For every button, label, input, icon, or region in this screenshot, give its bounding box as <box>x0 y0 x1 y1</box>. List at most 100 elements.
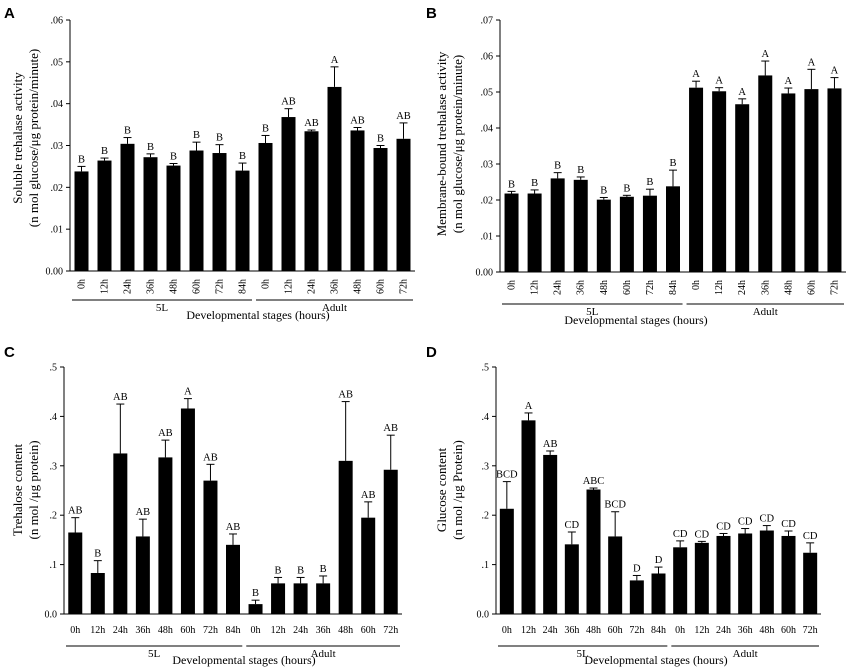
significance-letter: B <box>216 133 223 144</box>
y-tick-label: .4 <box>482 412 490 423</box>
x-tick-label: 0h <box>691 280 702 290</box>
bar <box>586 489 601 614</box>
bar <box>68 532 83 614</box>
y-tick-label: 0.00 <box>476 268 494 279</box>
significance-letter: AB <box>350 116 365 127</box>
x-tick-label: 60h <box>806 280 817 295</box>
significance-letter: CD <box>781 519 796 530</box>
x-axis-label: Developmental stages (hours) <box>584 653 727 667</box>
y-tick-label: .1 <box>50 560 58 571</box>
significance-letter: B <box>94 549 101 560</box>
x-tick-label: 48h <box>353 279 364 294</box>
significance-letter: B <box>124 126 131 137</box>
x-axis-label: Developmental stages (hours) <box>564 313 707 327</box>
bar <box>673 547 688 614</box>
x-tick-label: 60h <box>180 625 195 636</box>
bar <box>550 178 565 272</box>
x-tick-label: 12h <box>100 279 111 294</box>
panel-a: A Soluble trehalase activity (n mol gluc… <box>4 5 415 322</box>
significance-letter: AB <box>113 392 128 403</box>
bar <box>712 91 727 272</box>
x-tick-label: 24h <box>553 280 564 295</box>
group-label: Adult <box>311 648 336 660</box>
significance-letter: CD <box>803 531 818 542</box>
bar <box>316 583 331 614</box>
bar <box>304 131 319 271</box>
significance-letter: A <box>831 66 839 77</box>
significance-letter: B <box>275 565 282 576</box>
x-tick-label: 24h <box>737 280 748 295</box>
significance-letter: B <box>320 564 327 575</box>
x-tick-label: 72h <box>383 625 398 636</box>
significance-letter: B <box>508 179 515 190</box>
y-axis-label-line2: (n mol glucose/μg protein/minute) <box>26 49 41 227</box>
bar <box>694 542 709 614</box>
x-tick-label: 60h <box>622 280 633 295</box>
x-tick-label: 24h <box>307 279 318 294</box>
significance-letter: A <box>738 87 746 98</box>
y-tick-label: .06 <box>51 16 64 27</box>
x-tick-label: 48h <box>759 625 774 636</box>
significance-letter: AB <box>361 490 376 501</box>
y-tick-label: .2 <box>50 511 58 522</box>
bar <box>383 469 398 614</box>
bar <box>596 199 611 272</box>
y-tick-label: .3 <box>50 461 58 472</box>
bar <box>543 454 558 614</box>
significance-letter: AB <box>304 118 319 129</box>
x-tick-label: 72h <box>203 625 218 636</box>
x-tick-label: 60h <box>361 625 376 636</box>
x-tick-label: 48h <box>783 280 794 295</box>
bar <box>396 138 411 271</box>
bar <box>271 583 286 614</box>
bar <box>803 552 818 614</box>
bar <box>373 148 388 271</box>
y-tick-label: .02 <box>51 183 64 194</box>
x-tick-label: 0h <box>77 279 88 289</box>
y-axis-label-line1: Glucose content <box>434 448 449 533</box>
significance-letter: A <box>525 401 533 412</box>
significance-letter: AB <box>136 507 151 518</box>
y-tick-label: 0.0 <box>477 610 490 621</box>
x-tick-label: 24h <box>113 625 128 636</box>
significance-letter: CD <box>716 521 731 532</box>
x-tick-label: 36h <box>576 280 587 295</box>
significance-letter: B <box>577 165 584 176</box>
significance-letter: D <box>655 555 663 566</box>
bar <box>651 573 666 614</box>
bar <box>804 89 819 273</box>
significance-letter: AB <box>203 452 218 463</box>
panel-letter-a: A <box>4 5 15 22</box>
x-tick-label: 72h <box>803 625 818 636</box>
x-tick-label: 36h <box>738 625 753 636</box>
x-tick-label: 12h <box>90 625 105 636</box>
significance-letter: AB <box>158 428 173 439</box>
x-tick-label: 0h <box>675 625 685 636</box>
significance-letter: B <box>193 130 200 141</box>
y-tick-label: 0.0 <box>45 610 58 621</box>
bar <box>689 87 704 273</box>
significance-letter: CD <box>565 520 580 531</box>
significance-letter: BCD <box>604 500 626 511</box>
bar <box>781 93 796 272</box>
x-tick-label: 24h <box>293 625 308 636</box>
bar <box>180 408 195 614</box>
y-tick-label: .2 <box>482 511 490 522</box>
bar <box>74 171 89 271</box>
x-tick-label: 48h <box>158 625 173 636</box>
significance-letter: A <box>785 76 793 87</box>
bar <box>608 536 623 614</box>
significance-letter: AB <box>383 423 398 434</box>
bar <box>166 165 181 271</box>
group-label: 5L <box>148 648 161 660</box>
significance-letter: CD <box>673 529 688 540</box>
bar <box>203 480 218 614</box>
significance-letter: AB <box>338 390 353 401</box>
y-tick-label: 0.00 <box>46 267 64 278</box>
y-tick-label: .02 <box>481 196 494 207</box>
bar <box>338 460 353 614</box>
x-tick-label: 72h <box>399 279 410 294</box>
significance-letter: BCD <box>496 470 518 481</box>
x-tick-label: 72h <box>215 279 226 294</box>
significance-letter: AB <box>68 506 83 517</box>
